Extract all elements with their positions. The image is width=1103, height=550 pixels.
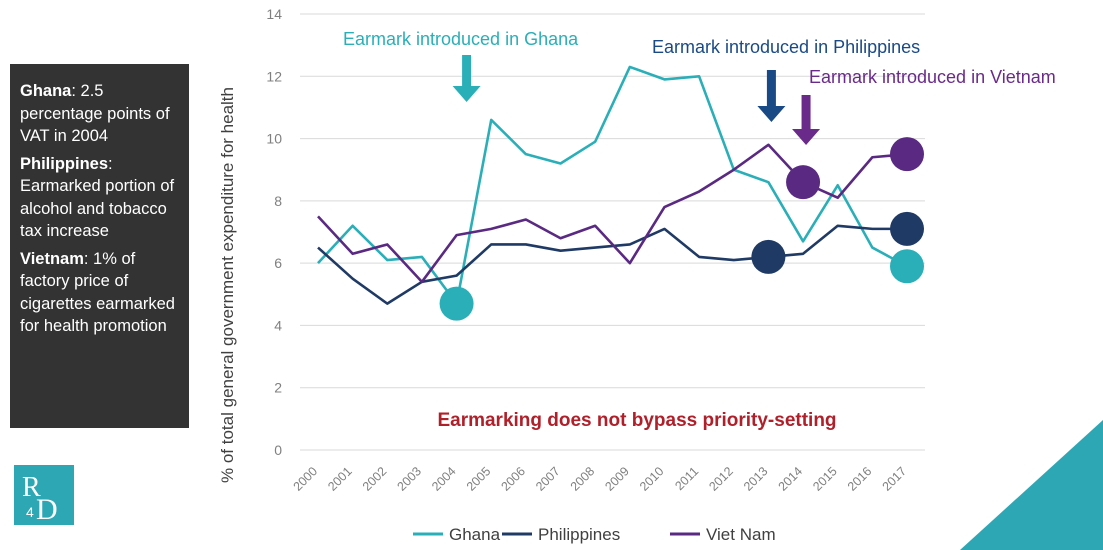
x-tick-label: 2014 bbox=[776, 464, 806, 494]
gridlines bbox=[300, 13, 925, 451]
y-tick-label: 10 bbox=[266, 131, 282, 147]
svg-text:4: 4 bbox=[26, 504, 34, 520]
decorative-corner-triangle bbox=[960, 420, 1103, 550]
series-line-ghana bbox=[317, 65, 908, 305]
x-tick-label: 2008 bbox=[568, 464, 598, 494]
data-point-marker-ghana bbox=[890, 249, 924, 284]
x-tick-label: 2007 bbox=[533, 464, 563, 494]
x-tick-label: 2002 bbox=[360, 464, 390, 494]
x-tick-label: 2013 bbox=[741, 464, 771, 494]
arrow-down-icon bbox=[757, 70, 786, 122]
svg-text:R: R bbox=[22, 472, 41, 503]
svg-text:D: D bbox=[36, 493, 58, 525]
annotation-ghana: Earmark introduced in Ghana bbox=[343, 29, 579, 49]
data-point-marker-philippines bbox=[751, 239, 786, 274]
y-axis-label: % of total general government expenditur… bbox=[218, 87, 237, 483]
series-markers bbox=[439, 137, 924, 321]
y-tick-label: 4 bbox=[274, 317, 282, 333]
data-point-marker-philippines bbox=[890, 211, 924, 246]
x-tick-label: 2017 bbox=[880, 464, 910, 494]
note-text: : 1% of factory price of cigarettes earm… bbox=[20, 249, 175, 336]
earmark-arrows bbox=[452, 55, 821, 145]
note-philippines: Philippines: Earmarked portion of alcoho… bbox=[20, 153, 183, 243]
y-tick-label: 8 bbox=[274, 193, 282, 209]
x-tick-label: 2016 bbox=[845, 464, 875, 494]
data-point-marker-vietnam bbox=[890, 137, 924, 172]
annotation-philippines: Earmark introduced in Philippines bbox=[652, 37, 920, 57]
x-tick-label: 2003 bbox=[394, 464, 424, 494]
arrow-down-icon bbox=[452, 55, 481, 102]
legend: Ghana Philippines Viet Nam bbox=[413, 525, 776, 544]
x-tick-label: 2004 bbox=[429, 464, 459, 494]
y-tick-label: 0 bbox=[274, 442, 282, 458]
x-tick-label: 2011 bbox=[672, 464, 701, 493]
note-text: : 2.5 percentage points of VAT in 2004 bbox=[20, 82, 170, 145]
x-tick-label: 2015 bbox=[810, 464, 840, 494]
x-tick-label: 2009 bbox=[602, 464, 632, 494]
r4d-logo: R 4 D bbox=[14, 465, 74, 526]
data-point-marker-ghana bbox=[439, 286, 474, 321]
r4d-logo-mark: R 4 D bbox=[22, 472, 58, 526]
x-tick-label: 2005 bbox=[464, 464, 494, 494]
note-text: : Earmarked portion of alcohol and tobac… bbox=[20, 154, 175, 241]
note-country: Philippines bbox=[20, 154, 109, 173]
x-tick-label: 2006 bbox=[498, 464, 528, 494]
earmark-notes-box: Ghana: 2.5 percentage points of VAT in 2… bbox=[10, 64, 189, 428]
x-tick-label: 2000 bbox=[291, 464, 321, 494]
data-point-marker-vietnam bbox=[786, 165, 821, 200]
y-tick-label: 2 bbox=[274, 380, 282, 396]
callout-text: Earmarking does not bypass priority-sett… bbox=[437, 410, 836, 431]
note-ghana: Ghana: 2.5 percentage points of VAT in 2… bbox=[20, 80, 183, 148]
legend-label-vietnam: Viet Nam bbox=[706, 525, 776, 544]
x-axis-ticks: 2000 2001 2002 2003 2004 2005 2006 2007 2008 2009… bbox=[291, 464, 910, 494]
x-tick-label: 2001 bbox=[325, 464, 355, 494]
x-tick-label: 2010 bbox=[637, 464, 667, 494]
arrow-down-icon bbox=[792, 95, 821, 145]
y-tick-label: 12 bbox=[266, 68, 282, 84]
annotation-vietnam: Earmark introduced in Vietnam bbox=[809, 67, 1056, 87]
note-country: Vietnam bbox=[20, 249, 84, 268]
y-tick-label: 6 bbox=[274, 255, 282, 271]
y-axis-ticks: 0 2 4 6 8 10 12 14 bbox=[266, 6, 282, 458]
series-line-vietnam bbox=[317, 143, 908, 284]
legend-label-philippines: Philippines bbox=[538, 525, 620, 544]
y-tick-label: 14 bbox=[266, 6, 282, 22]
note-country: Ghana bbox=[20, 82, 72, 100]
legend-label-ghana: Ghana bbox=[449, 525, 501, 544]
note-vietnam: Vietnam: 1% of factory price of cigarett… bbox=[20, 248, 183, 338]
x-tick-label: 2012 bbox=[706, 464, 736, 494]
